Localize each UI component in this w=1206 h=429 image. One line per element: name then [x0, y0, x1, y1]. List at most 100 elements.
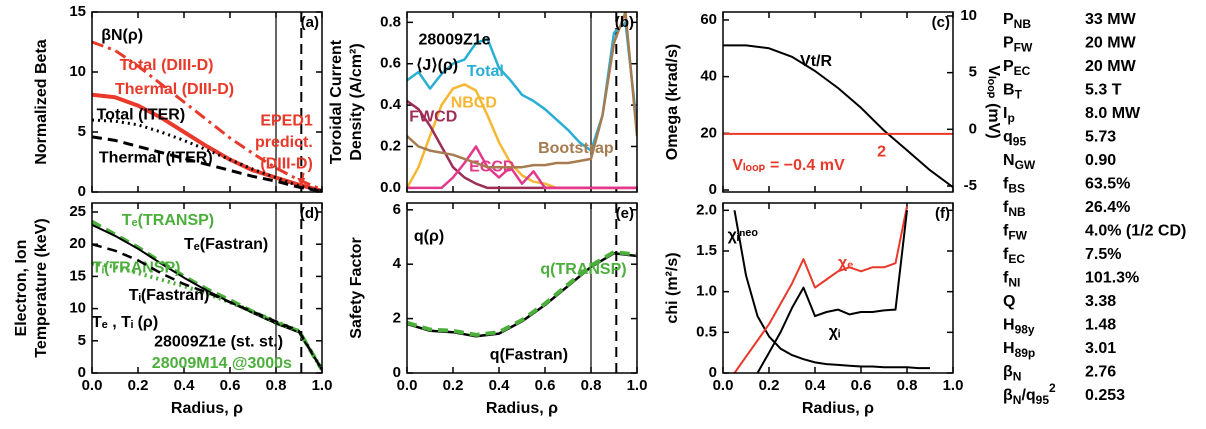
series-line	[733, 210, 930, 370]
label-part: NB	[1014, 17, 1032, 31]
x-tick-label: 1.0	[943, 377, 964, 394]
y-tick-label: 0.2	[380, 137, 401, 154]
frame	[722, 11, 954, 193]
y-tick-label: 0	[393, 364, 401, 381]
series-line	[407, 250, 637, 337]
frame	[406, 202, 638, 374]
series-line	[733, 206, 908, 373]
parameter-label: H89p	[1003, 340, 1035, 360]
parameter-value: 63.5%	[1085, 176, 1130, 193]
annotation: (DIII-D)	[260, 156, 312, 173]
frame	[91, 202, 323, 374]
parameter-label: NGW	[1003, 152, 1036, 172]
label-part: f	[1003, 199, 1009, 216]
parameter-label: Q	[1003, 293, 1015, 310]
y-tick-label: 0.5	[696, 323, 717, 340]
parameter-value: 3.38	[1085, 293, 1116, 310]
label-part: I	[1003, 105, 1007, 122]
y-axis-label: Toroidal Current	[328, 39, 345, 164]
x-tick-label: 0.6	[535, 377, 556, 394]
frame	[91, 11, 323, 193]
annotation: 28009M14 @3000s	[152, 355, 292, 372]
parameter-value: 0.253	[1085, 387, 1125, 404]
series-label: q(TRANSP)	[540, 261, 626, 278]
label-part: P	[1003, 11, 1014, 28]
frame	[406, 11, 638, 193]
panel: 0 20 40 60 -5 0 5 10 Omega (krad/s) Vₗₒₒₚ (mV) Vt/…	[664, 7, 1002, 198]
annotation: 28009Z1e	[419, 31, 491, 48]
panel-tag: (e)	[616, 205, 634, 222]
label-part: 95	[1036, 393, 1050, 407]
label-part: q	[1003, 129, 1013, 146]
parameter-value: 33 MW	[1085, 11, 1137, 28]
parameter-label: βN/q952	[1003, 381, 1056, 407]
series-line	[92, 135, 322, 192]
annotation: predict.	[255, 134, 313, 151]
series-line	[92, 223, 322, 371]
y-tick-label: 40	[700, 68, 717, 85]
label-part: H	[1003, 317, 1015, 334]
parameter-value: 101.3%	[1085, 270, 1139, 287]
label-part: EC	[1008, 252, 1025, 266]
annotation: 2	[877, 143, 886, 160]
parameter-value: 3.01	[1085, 340, 1116, 357]
x-tick-label: 0.6	[851, 377, 872, 394]
series-label: Total (ITER)	[97, 106, 186, 123]
label-part: 2	[1049, 381, 1056, 395]
parameter-value: 20 MW	[1085, 58, 1137, 75]
parameter-value: 0.90	[1085, 152, 1116, 169]
label-part: N	[1013, 370, 1022, 384]
y-axis-label: chi (m²/s)	[664, 252, 681, 323]
label-part: p	[1007, 111, 1014, 125]
x-tick-label: 0.2	[128, 377, 149, 394]
annotation: βN(ρ)	[101, 27, 143, 44]
x-tick-label: 0.4	[174, 377, 196, 394]
y-tick-label: 10	[69, 63, 86, 80]
x-tick-label: 0.4	[489, 377, 511, 394]
y2-tick-label: 10	[960, 7, 977, 24]
label-part: 89p	[1015, 346, 1036, 360]
y2-axis-label: Vₗₒₒₚ (mV)	[985, 65, 1002, 138]
x-tick-label: 0.6	[220, 377, 241, 394]
y-tick-label: 0	[709, 181, 717, 198]
y-tick-label: 15	[69, 3, 86, 20]
parameter-label: PEC	[1003, 58, 1031, 78]
y-tick-label: 0	[78, 183, 86, 200]
label-part: BS	[1008, 182, 1025, 196]
label-part: P	[1003, 35, 1014, 52]
series-label: Total	[467, 63, 504, 80]
series-line	[92, 40, 322, 191]
parameter-label: H98y	[1003, 317, 1035, 337]
panel-tag: (c)	[932, 14, 950, 31]
label-part: FW	[1014, 41, 1033, 55]
y-tick-label: 0	[78, 364, 86, 381]
parameter-label: fNB	[1003, 199, 1026, 219]
panel: 0.0 0.2 0.4 0.6 0.8 1.0 0 5 10 15 20 25 Electron, Io…	[13, 202, 332, 417]
series-label: Tₑ(TRANSP)	[122, 212, 214, 229]
y2-tick-label: 5	[969, 64, 977, 81]
x-tick-label: 0.0	[397, 377, 418, 394]
frame	[722, 202, 954, 374]
x-tick-label: 0.0	[82, 377, 103, 394]
parameter-label: fEC	[1003, 246, 1025, 266]
label-part: f	[1003, 246, 1009, 263]
annotation: Tₑ , Tᵢ (ρ)	[92, 314, 158, 331]
label-part: P	[1003, 58, 1014, 75]
series-label: Vt/R	[800, 53, 832, 70]
parameter-label: BT	[1003, 82, 1023, 102]
y-axis-label: Omega (krad/s)	[664, 44, 681, 160]
y-tick-label: 2	[393, 310, 401, 327]
series-label: χᵢⁿᵉᵒ	[728, 227, 759, 244]
y-tick-label: 0.0	[380, 179, 401, 196]
y-tick-label: 4	[393, 255, 402, 272]
series-label: Tᵢ(Fastran)	[129, 287, 209, 304]
label-part: β	[1003, 387, 1013, 404]
series-line	[92, 219, 322, 371]
label-part: f	[1003, 176, 1009, 193]
y-tick-label: 0	[709, 364, 717, 381]
label-part: NB	[1008, 205, 1026, 219]
parameter-value: 20 MW	[1085, 35, 1137, 52]
parameter-value: 5.73	[1085, 129, 1116, 146]
y-tick-label: 1.5	[696, 242, 717, 259]
